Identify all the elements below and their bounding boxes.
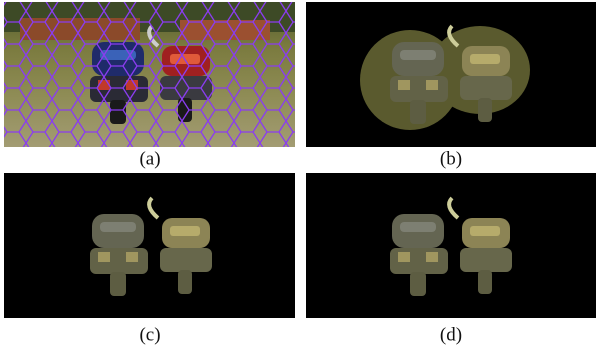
panel-c xyxy=(4,173,295,318)
caption: (a) xyxy=(139,148,160,169)
panel-d xyxy=(306,173,596,318)
panel-a xyxy=(4,2,295,147)
caption: (b) xyxy=(440,148,462,169)
caption: (c) xyxy=(139,324,160,345)
panel-b xyxy=(306,2,596,147)
figure: (a) (b) (c) (d) xyxy=(0,0,600,356)
caption: (d) xyxy=(440,324,462,345)
